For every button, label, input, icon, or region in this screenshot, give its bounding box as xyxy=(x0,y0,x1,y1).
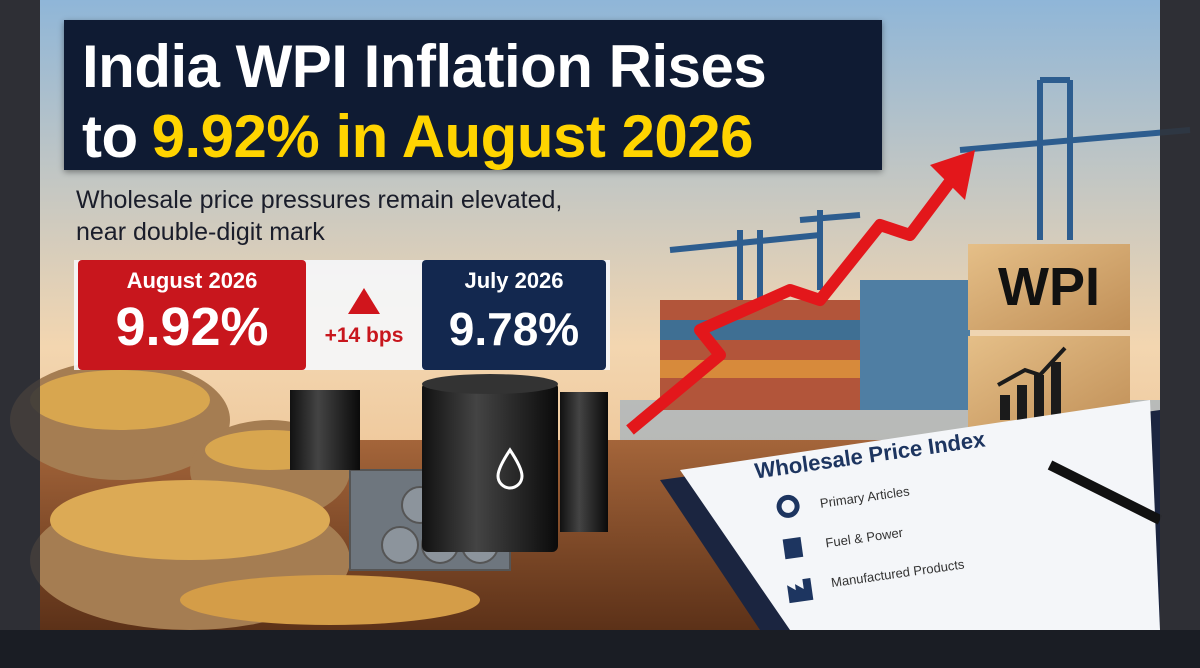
trend-arrow-part xyxy=(626,171,960,435)
document: Wholesale Price Index Primary Articles F… xyxy=(700,376,1188,668)
change-label: +14 bps xyxy=(324,324,404,347)
cranes-part xyxy=(799,210,861,290)
cranes xyxy=(669,77,1191,300)
document-item: Manufactured Products xyxy=(830,556,966,591)
document-item: Primary Articles xyxy=(818,483,911,511)
metal-bars-part xyxy=(381,526,419,564)
oil-barrels-part xyxy=(560,392,608,532)
gear-icon xyxy=(776,494,800,518)
oil-barrels-part xyxy=(290,390,360,470)
headline-line: to 9.92% in August 2026 xyxy=(82,102,753,171)
grain-sacks-part xyxy=(30,370,210,430)
subtitle: near double-digit mark xyxy=(76,218,325,246)
clipboard-part xyxy=(1047,460,1163,525)
grain-sacks-part xyxy=(180,575,480,625)
document-icons xyxy=(776,494,814,604)
document-item: Fuel & Power xyxy=(824,524,904,551)
up-triangle xyxy=(348,288,380,314)
trend-arrow xyxy=(626,150,975,435)
side-bars-part xyxy=(0,0,40,630)
wooden-blocks-part xyxy=(997,346,1067,387)
containers-part xyxy=(860,280,970,410)
stats-panel: August 2026 9.92% +14 bps July 2026 9.78… xyxy=(74,260,610,370)
wooden-blocks-part xyxy=(1017,385,1027,420)
side-bars xyxy=(0,0,1200,630)
oil-barrels-part xyxy=(422,374,558,394)
card-label: July 2026 xyxy=(464,268,564,293)
wooden-blocks-part xyxy=(1000,395,1010,420)
oil-barrels xyxy=(290,374,608,552)
block-label: WPI xyxy=(998,257,1100,317)
page: India WPI Inflation Rises to 9.92% in Aug… xyxy=(0,0,1200,630)
cranes-part xyxy=(959,77,1191,240)
grain-sacks xyxy=(10,360,480,630)
card-label: August 2026 xyxy=(126,268,258,293)
subtitle: Wholesale price pressures remain elevate… xyxy=(76,186,563,214)
headline-text: to xyxy=(82,103,138,170)
fuel-icon xyxy=(782,536,804,560)
wooden-blocks-part xyxy=(1034,375,1044,420)
current-card: August 2026 9.92% xyxy=(78,260,306,370)
grain-sacks-part xyxy=(50,480,330,560)
wooden-blocks-part xyxy=(968,244,1130,330)
oil-barrels-part xyxy=(422,382,558,552)
previous-card: July 2026 9.78% xyxy=(422,260,606,370)
card-value: 9.78% xyxy=(448,303,580,355)
cranes-part xyxy=(669,230,821,300)
side-bars-part xyxy=(1160,0,1200,630)
headline-highlight: 9.92% in August 2026 xyxy=(151,103,754,170)
headline-line: India WPI Inflation Rises xyxy=(82,33,767,100)
up-triangle-shape xyxy=(348,288,380,314)
headline-box: India WPI Inflation Rises to 9.92% in Aug… xyxy=(64,20,882,170)
clipboard xyxy=(660,400,1163,630)
oil-barrels-part xyxy=(496,447,524,490)
card-value: 9.92% xyxy=(115,297,269,357)
factory-icon xyxy=(787,577,814,604)
trend-arrow-part xyxy=(930,150,975,200)
wooden-blocks-part xyxy=(1051,362,1061,420)
document-title: Wholesale Price Index xyxy=(753,426,987,484)
containers xyxy=(660,280,970,410)
clipboard-part xyxy=(680,400,1160,630)
